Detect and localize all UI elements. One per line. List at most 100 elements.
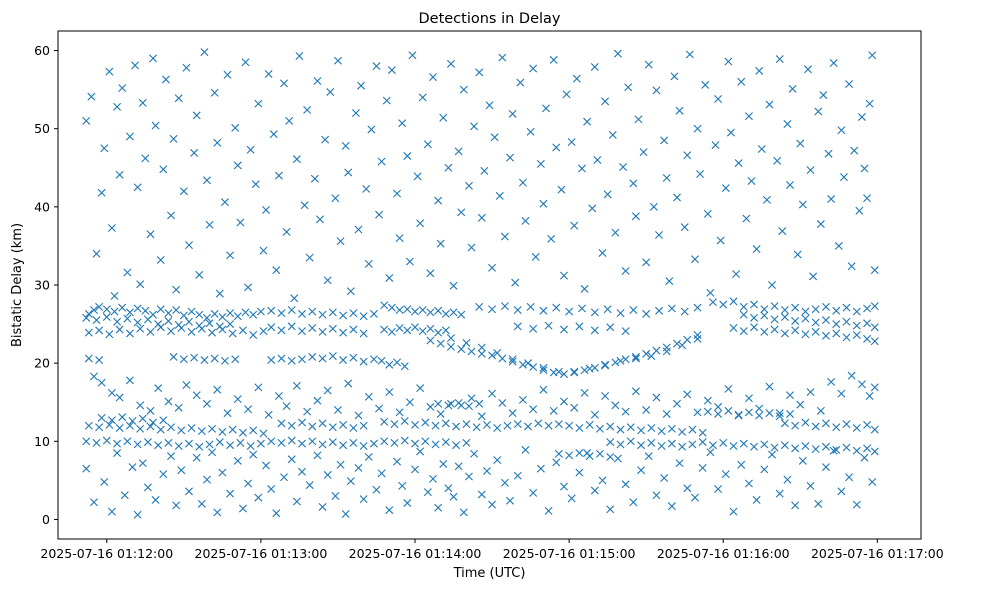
detection-point bbox=[729, 323, 738, 332]
detection-point bbox=[649, 202, 658, 211]
detection-point bbox=[575, 449, 584, 458]
detection-point bbox=[819, 91, 828, 100]
detection-point bbox=[236, 218, 245, 227]
detection-point bbox=[842, 443, 851, 452]
detection-point bbox=[349, 424, 358, 433]
detection-point bbox=[418, 327, 427, 336]
detection-point bbox=[190, 353, 199, 362]
detection-point bbox=[210, 309, 219, 318]
detection-point bbox=[816, 406, 825, 415]
detection-point bbox=[359, 357, 368, 366]
detection-point bbox=[351, 109, 360, 118]
detection-point bbox=[226, 489, 235, 498]
y-tick-label: 30 bbox=[34, 278, 50, 293]
detection-point bbox=[393, 358, 402, 367]
detection-point bbox=[233, 312, 242, 321]
detection-point bbox=[750, 323, 759, 332]
detection-point bbox=[726, 128, 735, 137]
detection-point bbox=[852, 446, 861, 455]
detection-point bbox=[267, 323, 276, 332]
detection-point bbox=[870, 323, 879, 332]
detection-point bbox=[852, 321, 861, 330]
detection-point bbox=[436, 339, 445, 348]
detection-point bbox=[308, 307, 317, 316]
detection-point bbox=[647, 424, 656, 433]
detection-point bbox=[287, 436, 296, 445]
detection-point bbox=[464, 181, 473, 190]
detection-point bbox=[734, 159, 743, 168]
detection-point bbox=[395, 306, 404, 314]
detection-point bbox=[277, 354, 286, 363]
detection-point bbox=[644, 452, 653, 461]
detection-point bbox=[768, 281, 777, 289]
detection-point bbox=[429, 73, 437, 82]
detection-point bbox=[557, 185, 566, 194]
detection-point bbox=[678, 427, 687, 436]
detection-point bbox=[842, 317, 851, 326]
detection-point bbox=[590, 308, 599, 317]
detection-point bbox=[675, 106, 684, 115]
detection-point bbox=[814, 107, 823, 116]
detection-point bbox=[156, 425, 165, 434]
detection-point bbox=[865, 391, 874, 400]
detection-point bbox=[462, 438, 471, 447]
detection-point bbox=[359, 442, 368, 450]
detection-point bbox=[845, 473, 854, 482]
detection-point bbox=[488, 263, 497, 272]
detection-point bbox=[690, 493, 699, 502]
detection-point bbox=[698, 428, 707, 437]
detection-point bbox=[791, 421, 800, 430]
detection-point bbox=[662, 347, 671, 356]
detection-point bbox=[580, 284, 589, 293]
detection-point bbox=[708, 298, 717, 307]
detection-point bbox=[770, 302, 779, 311]
detection-point bbox=[680, 307, 689, 316]
detection-point bbox=[97, 188, 106, 197]
detection-point bbox=[208, 448, 217, 457]
detection-point bbox=[798, 200, 807, 209]
detection-point bbox=[195, 310, 204, 319]
detection-point bbox=[693, 303, 702, 312]
detection-point bbox=[89, 372, 98, 381]
detection-point bbox=[200, 356, 209, 365]
detection-point bbox=[159, 470, 168, 479]
detection-point bbox=[642, 406, 651, 415]
detection-point bbox=[395, 234, 404, 243]
detection-point bbox=[298, 355, 306, 364]
detection-point bbox=[421, 437, 430, 446]
detection-point bbox=[272, 266, 281, 275]
detection-point bbox=[195, 270, 204, 279]
detection-point bbox=[742, 214, 751, 223]
detection-point bbox=[827, 377, 836, 386]
detection-point bbox=[793, 250, 802, 259]
detection-point bbox=[441, 326, 450, 335]
detection-point bbox=[336, 237, 345, 246]
detection-point bbox=[167, 327, 176, 336]
detection-point bbox=[102, 436, 111, 445]
detection-point bbox=[863, 319, 872, 328]
detection-point bbox=[752, 245, 761, 254]
detection-point bbox=[552, 303, 561, 312]
detection-point bbox=[616, 356, 625, 365]
detection-point bbox=[714, 409, 723, 418]
detection-point bbox=[806, 166, 815, 175]
detection-point bbox=[434, 306, 443, 315]
detection-point bbox=[187, 424, 196, 433]
detection-point bbox=[141, 154, 150, 163]
detection-point bbox=[662, 343, 671, 352]
detection-point bbox=[780, 441, 789, 450]
detection-point bbox=[174, 442, 183, 450]
detection-point bbox=[411, 323, 420, 332]
detection-point bbox=[364, 259, 373, 268]
detection-point bbox=[341, 510, 350, 518]
detection-point bbox=[498, 399, 507, 408]
detection-point bbox=[863, 194, 872, 203]
detection-point bbox=[398, 119, 407, 128]
detection-point bbox=[375, 210, 384, 219]
detection-point bbox=[590, 486, 599, 495]
detection-point bbox=[385, 360, 394, 369]
detection-point bbox=[267, 437, 276, 446]
detection-point bbox=[477, 343, 486, 352]
detection-point bbox=[197, 324, 206, 333]
detection-point bbox=[719, 300, 728, 309]
